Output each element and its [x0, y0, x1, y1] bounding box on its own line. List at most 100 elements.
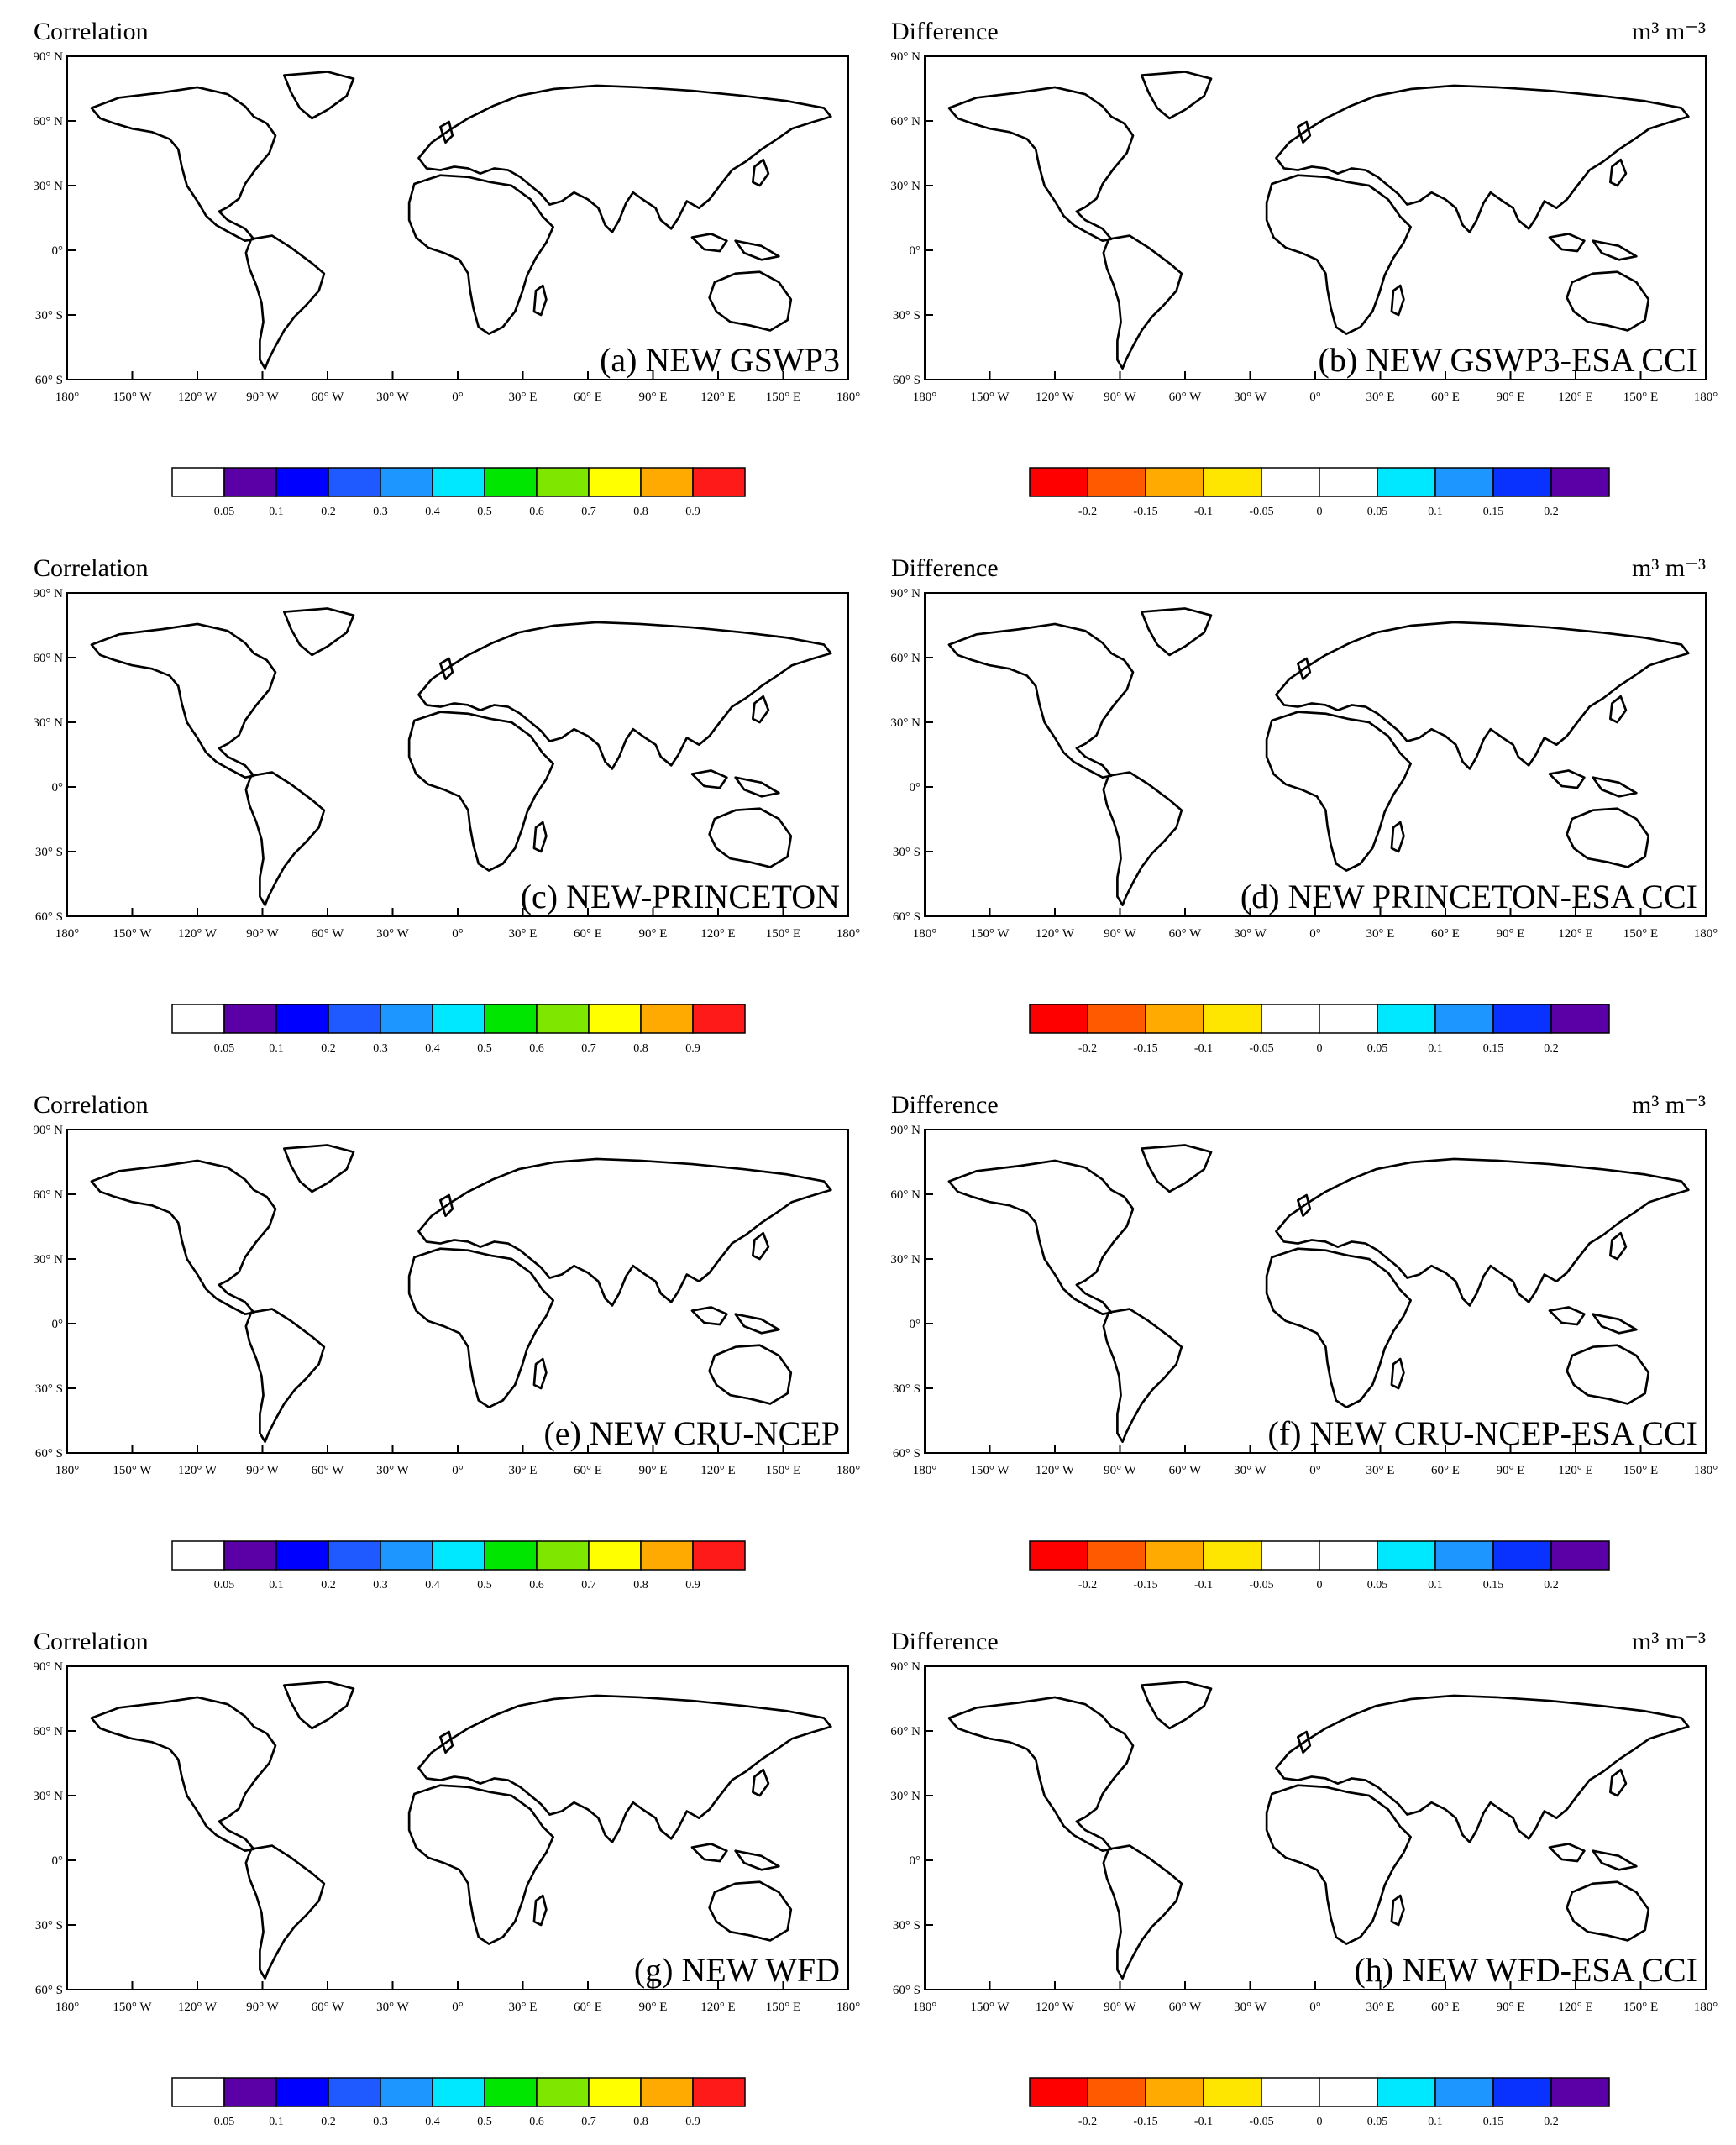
- lat-tick-label: 0°: [910, 244, 921, 258]
- colorbar-label: -0.2: [1078, 2116, 1097, 2128]
- map-panel-g: Correlation (g) NEW WFD 90° N 60° N 30° N 0° 3…: [33, 1628, 860, 2128]
- lon-tick-label: 120° W: [178, 2001, 218, 2014]
- lon-tick-label: 180°: [913, 391, 937, 404]
- colorbar-swatch: [223, 2077, 277, 2107]
- colorbar-label: 0.5: [477, 506, 492, 518]
- map-panel-f: Difference m³ m⁻³ (f) NEW CRU-NCEP-ESA CCI…: [890, 1091, 1718, 1592]
- panel-title: Difference: [891, 1628, 999, 1655]
- lon-tick-label: 180°: [55, 1464, 80, 1477]
- colorbar-swatch: [380, 1004, 433, 1034]
- colorbar-swatch: [1029, 1004, 1088, 1034]
- lon-tick-label: 150° W: [970, 927, 1010, 941]
- colorbar-label: 0: [1317, 1579, 1323, 1592]
- lon-tick-label: 150° E: [766, 391, 800, 404]
- colorbar-label: 0.7: [581, 506, 596, 518]
- map-panel-a: Correlation (a) NEW GSWP3 90° N 60° N 30° N 0…: [33, 18, 860, 518]
- lon-tick-label: 90° W: [1104, 2001, 1136, 2014]
- lon-tick-label: 120° E: [700, 2001, 735, 2014]
- lon-tick-label: 90° E: [639, 927, 668, 941]
- colorbar: 0.05 0.1 0.2 0.3 0.4 0.5 0.6 0.7 0.8 0.9: [171, 1004, 746, 1055]
- lon-tick-label: 60° E: [574, 927, 602, 941]
- map-panel-d: Difference m³ m⁻³ (d) NEW PRINCETON-ESA CC…: [890, 554, 1718, 1055]
- lon-tick-label: 90° W: [246, 927, 279, 941]
- lon-tick-label: 30° W: [376, 1464, 409, 1477]
- lat-tick-label: 60° S: [893, 1447, 920, 1461]
- colorbar-label: 0.2: [321, 1042, 336, 1055]
- lon-tick-label: 60° E: [574, 391, 602, 404]
- lat-tick-label: 30° S: [893, 309, 920, 323]
- panel-title: Correlation: [34, 1091, 149, 1119]
- colorbar-swatch: [1203, 1540, 1262, 1571]
- lon-tick-label: 150° W: [970, 391, 1010, 404]
- colorbar-label: 0.2: [321, 2116, 336, 2128]
- colorbar-swatch: [432, 2077, 485, 2107]
- colorbar-label: 0.1: [1428, 1579, 1443, 1592]
- units-label: m³ m⁻³: [1632, 18, 1706, 45]
- lon-tick-label: 150° W: [970, 1464, 1010, 1477]
- colorbar-label: 0.05: [1367, 1579, 1388, 1592]
- lon-tick-label: 0°: [1309, 2001, 1321, 2014]
- lon-tick-label: 90° W: [1104, 927, 1136, 941]
- map-panel-e: Correlation (e) NEW CRU-NCEP 90° N 60° N 30°…: [33, 1091, 860, 1592]
- colorbar-swatch: [1261, 1540, 1320, 1571]
- lon-tick-label: 150° W: [113, 927, 152, 941]
- colorbar-swatch: [328, 1004, 381, 1034]
- colorbar-label: 0.05: [1367, 2116, 1388, 2128]
- lon-tick-label: 0°: [1309, 927, 1321, 941]
- colorbar-label: 0.8: [633, 1042, 648, 1055]
- colorbar-swatch: [1377, 1540, 1436, 1571]
- colorbar-label: 0.1: [1428, 2116, 1443, 2128]
- colorbar-swatch: [328, 2077, 381, 2107]
- lon-tick-label: 150° W: [970, 2001, 1010, 2014]
- colorbar-label: 0.05: [1367, 1042, 1388, 1055]
- lat-tick-label: 0°: [52, 244, 64, 258]
- lat-tick-label: 0°: [910, 1318, 921, 1331]
- colorbar-label: 0.1: [1428, 506, 1443, 518]
- lon-tick-label: 30° E: [509, 927, 538, 941]
- colorbar-label: -0.2: [1078, 506, 1097, 518]
- lon-tick-label: 30° W: [376, 391, 409, 404]
- colorbar-label: 0.3: [373, 506, 388, 518]
- colorbar-label: 0: [1317, 1042, 1323, 1055]
- colorbar-label: 0.4: [425, 506, 440, 518]
- lon-tick-label: 30° E: [509, 2001, 538, 2014]
- colorbar-label: 0.05: [1367, 506, 1388, 518]
- lon-tick-label: 60° W: [312, 1464, 344, 1477]
- lon-tick-label: 90° W: [246, 391, 279, 404]
- lat-tick-label: 60° N: [33, 1725, 63, 1739]
- colorbar-swatch: [223, 1540, 277, 1571]
- lon-tick-label: 120° E: [1558, 391, 1592, 404]
- lat-tick-label: 90° N: [890, 1660, 920, 1674]
- colorbar-swatch: [640, 2077, 694, 2107]
- lon-tick-label: 150° E: [1623, 927, 1658, 941]
- lon-tick-label: 180°: [837, 927, 861, 941]
- colorbar-label: -0.2: [1078, 1042, 1097, 1055]
- colorbar-label: 0.05: [214, 2116, 235, 2128]
- lat-tick-label: 60° N: [33, 115, 63, 128]
- colorbar-swatch: [1087, 467, 1146, 497]
- colorbar-swatch: [1377, 1004, 1436, 1034]
- colorbar-label: 0.2: [1544, 2116, 1559, 2128]
- colorbar-label: 0.1: [269, 1579, 284, 1592]
- lon-tick-label: 90° E: [639, 391, 668, 404]
- colorbar-label: 0.05: [214, 1579, 235, 1592]
- lat-tick-label: 90° N: [890, 50, 920, 64]
- colorbar-label: 0.7: [581, 2116, 596, 2128]
- colorbar-label: 0.1: [1428, 1042, 1443, 1055]
- colorbar-swatch: [1029, 1540, 1088, 1571]
- colorbar-label: -0.15: [1133, 1042, 1157, 1055]
- lon-tick-label: 120° E: [700, 1464, 735, 1477]
- colorbar-label: 0.15: [1483, 1579, 1504, 1592]
- colorbar-swatch: [588, 1004, 642, 1034]
- colorbar-swatch: [1261, 467, 1320, 497]
- colorbar-swatch: [1434, 2077, 1494, 2107]
- lon-tick-label: 30° E: [1366, 391, 1395, 404]
- lon-tick-label: 150° E: [1623, 1464, 1658, 1477]
- panel-title: Correlation: [34, 554, 149, 582]
- colorbar-swatch: [380, 1540, 433, 1571]
- colorbar-label: 0.3: [373, 2116, 388, 2128]
- lon-tick-label: 180°: [837, 1464, 861, 1477]
- colorbar: -0.2 -0.15 -0.1 -0.05 0 0.05 0.1 0.15 0.2: [1029, 1004, 1610, 1055]
- lat-tick-label: 30° N: [890, 1253, 920, 1267]
- colorbar-swatch: [432, 1540, 485, 1571]
